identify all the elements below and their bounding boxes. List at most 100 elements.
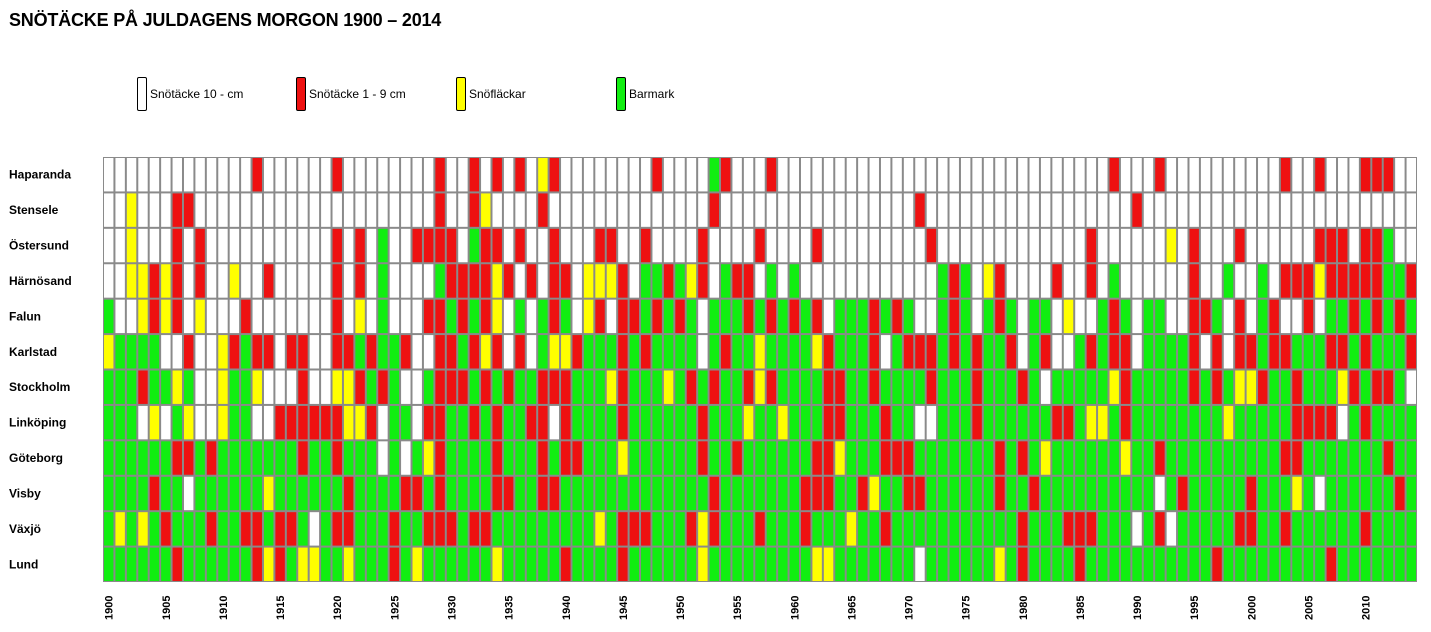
heatmap-cell: Karlstad 1912: Barmark (241, 335, 251, 369)
heatmap-cell: Göteborg 2010: Barmark (1360, 441, 1371, 475)
heatmap-cell: Stensele 1919: Snötäcke 10 - cm (321, 193, 331, 227)
heatmap-cell: Visby 1908: Barmark (195, 476, 205, 511)
heatmap-cell: Karlstad 1967: Snötäcke 1 - 9 cm (869, 335, 879, 369)
heatmap-cell: Visby 1950: Barmark (675, 476, 685, 511)
heatmap-cell: Stockholm 2014: Snötäcke 10 - cm (1406, 370, 1416, 404)
heatmap-cell: Göteborg 2003: Snötäcke 1 - 9 cm (1280, 441, 1291, 475)
heatmap-cell: Karlstad 1970: Snötäcke 1 - 9 cm (903, 335, 914, 369)
heatmap-cell: Stockholm 2008: Snöfläckar (1338, 370, 1348, 404)
heatmap-cell: Stensele 1959: Snötäcke 10 - cm (778, 193, 788, 227)
heatmap-cell: Härnösand 1965: Snötäcke 10 - cm (846, 264, 857, 298)
heatmap-cell: Härnösand 1909: Snötäcke 10 - cm (206, 264, 217, 298)
heatmap-cell: Östersund 1910: Snötäcke 10 - cm (218, 228, 228, 263)
heatmap-cell: Östersund 1983: Snötäcke 10 - cm (1052, 228, 1062, 263)
heatmap-cell: Haparanda 1989: Snötäcke 10 - cm (1120, 158, 1131, 192)
heatmap-cell: Stockholm 1973: Barmark (938, 370, 948, 404)
heatmap-cell: Härnösand 1934: Snöfläckar (492, 264, 502, 298)
heatmap-cell: Falun 1984: Snöfläckar (1063, 299, 1074, 334)
heatmap-cell: Härnösand 1999: Snötäcke 10 - cm (1235, 264, 1245, 298)
grid-background (103, 157, 1417, 582)
heatmap-cell: Växjö 1900: Barmark (104, 512, 114, 546)
heatmap-cell: Härnösand 1943: Snöfläckar (595, 264, 605, 298)
heatmap-cell: Östersund 1970: Snötäcke 10 - cm (903, 228, 914, 263)
heatmap-cell: Stensele 1943: Snötäcke 10 - cm (595, 193, 605, 227)
heatmap-cell: Härnösand 1982: Snötäcke 10 - cm (1040, 264, 1051, 298)
heatmap-cell: Stensele 1925: Snötäcke 10 - cm (389, 193, 400, 227)
heatmap-cell: Karlstad 1977: Barmark (983, 335, 994, 369)
heatmap-cell: Stensele 1976: Snötäcke 10 - cm (972, 193, 982, 227)
heatmap-cell: Linköping 1936: Barmark (515, 405, 525, 440)
heatmap-cell: Växjö 1982: Barmark (1040, 512, 1051, 546)
heatmap-cell: Karlstad 1993: Barmark (1166, 335, 1177, 369)
heatmap-cell: Visby 1985: Barmark (1075, 476, 1085, 511)
heatmap-cell: Härnösand 1928: Snötäcke 10 - cm (423, 264, 434, 298)
heatmap-cell: Växjö 1991: Barmark (1143, 512, 1154, 546)
heatmap-cell: Haparanda 1995: Snötäcke 10 - cm (1189, 158, 1199, 192)
heatmap-cell: Linköping 1908: Snötäcke 10 - cm (195, 405, 205, 440)
heatmap-cell: Visby 1931: Barmark (458, 476, 468, 511)
heatmap-cell: Visby 1914: Snöfläckar (263, 476, 274, 511)
heatmap-cell: Linköping 1912: Barmark (241, 405, 251, 440)
heatmap-cell: Växjö 1942: Barmark (583, 512, 594, 546)
heatmap-cell: Göteborg 1991: Barmark (1143, 441, 1154, 475)
heatmap-cell: Lund 1976: Barmark (972, 547, 982, 581)
heatmap-cell: Göteborg 1902: Barmark (126, 441, 137, 475)
heatmap-cell: Växjö 1904: Barmark (149, 512, 160, 546)
heatmap-cell: Östersund 1960: Snötäcke 10 - cm (789, 228, 799, 263)
heatmap-cell: Stensele 1966: Snötäcke 10 - cm (858, 193, 868, 227)
heatmap-cell: Stockholm 1990: Barmark (1132, 370, 1142, 404)
heatmap-cell: Härnösand 1915: Snötäcke 10 - cm (275, 264, 285, 298)
heatmap-cell: Haparanda 1963: Snötäcke 10 - cm (823, 158, 834, 192)
heatmap-cell: Stockholm 1914: Snötäcke 10 - cm (263, 370, 274, 404)
heatmap-cell: Göteborg 1934: Snötäcke 1 - 9 cm (492, 441, 502, 475)
heatmap-cell: Falun 1995: Snötäcke 1 - 9 cm (1189, 299, 1199, 334)
heatmap-cell: Göteborg 1962: Snötäcke 1 - 9 cm (812, 441, 822, 475)
legend-swatch-green (616, 77, 626, 111)
heatmap-cell: Visby 2004: Snöfläckar (1292, 476, 1302, 511)
heatmap-cell: Göteborg 1948: Barmark (652, 441, 662, 475)
heatmap-cell: Härnösand 2006: Snöfläckar (1315, 264, 1325, 298)
heatmap-cell: Lund 1974: Barmark (949, 547, 959, 581)
heatmap-cell: Lund 1908: Barmark (195, 547, 205, 581)
heatmap-cell: Växjö 1969: Barmark (892, 512, 902, 546)
heatmap-cell: Stensele 1930: Snötäcke 10 - cm (446, 193, 457, 227)
heatmap-cell: Falun 1916: Snötäcke 10 - cm (286, 299, 297, 334)
heatmap-cell: Härnösand 2000: Snötäcke 10 - cm (1246, 264, 1257, 298)
heatmap-cell: Haparanda 1967: Snötäcke 10 - cm (869, 158, 879, 192)
heatmap-cell: Växjö 1910: Barmark (218, 512, 228, 546)
heatmap-cell: Göteborg 1953: Barmark (709, 441, 720, 475)
heatmap-cell: Karlstad 1916: Snötäcke 1 - 9 cm (286, 335, 297, 369)
heatmap-cell: Haparanda 1943: Snötäcke 10 - cm (595, 158, 605, 192)
heatmap-cell: Haparanda 1903: Snötäcke 10 - cm (138, 158, 148, 192)
heatmap-cell: Göteborg 1900: Barmark (104, 441, 114, 475)
heatmap-cell: Härnösand 1942: Snöfläckar (583, 264, 594, 298)
station-label: Linköping (9, 416, 66, 430)
heatmap-cell: Göteborg 1963: Snötäcke 1 - 9 cm (823, 441, 834, 475)
heatmap-cell: Göteborg 1973: Barmark (938, 441, 948, 475)
heatmap-cell: Växjö 1978: Barmark (995, 512, 1005, 546)
heatmap-cell: Stensele 1974: Snötäcke 10 - cm (949, 193, 959, 227)
heatmap-cell: Stockholm 1978: Barmark (995, 370, 1005, 404)
heatmap-cell: Falun 1907: Snötäcke 10 - cm (183, 299, 194, 334)
heatmap-cell: Stensele 1904: Snötäcke 10 - cm (149, 193, 160, 227)
heatmap-cell: Karlstad 1951: Barmark (686, 335, 697, 369)
heatmap-cell: Karlstad 1973: Barmark (938, 335, 948, 369)
heatmap-cell: Linköping 1999: Barmark (1235, 405, 1245, 440)
heatmap-cell: Karlstad 1982: Snötäcke 1 - 9 cm (1040, 335, 1051, 369)
heatmap-cell: Falun 1955: Barmark (732, 299, 742, 334)
heatmap-cell: Stensele 1982: Snötäcke 10 - cm (1040, 193, 1051, 227)
heatmap-cell: Linköping 1948: Barmark (652, 405, 662, 440)
heatmap-cell: Linköping 2012: Barmark (1383, 405, 1394, 440)
heatmap-cell: Visby 1913: Barmark (252, 476, 262, 511)
heatmap-cell: Linköping 1931: Barmark (458, 405, 468, 440)
heatmap-cell: Haparanda 1946: Snötäcke 10 - cm (629, 158, 640, 192)
heatmap-cell: Stockholm 1976: Snötäcke 1 - 9 cm (972, 370, 982, 404)
heatmap-cell: Karlstad 1981: Barmark (1029, 335, 1039, 369)
heatmap-cell: Linköping 1961: Barmark (800, 405, 811, 440)
heatmap-cell: Växjö 1915: Snötäcke 1 - 9 cm (275, 512, 285, 546)
heatmap-cell: Haparanda 1920: Snötäcke 1 - 9 cm (332, 158, 342, 192)
heatmap-cell: Stockholm 1923: Barmark (366, 370, 377, 404)
heatmap-cell: Härnösand 2003: Snötäcke 1 - 9 cm (1280, 264, 1291, 298)
heatmap-cell: Göteborg 1999: Barmark (1235, 441, 1245, 475)
heatmap-cell: Lund 1949: Barmark (663, 547, 674, 581)
